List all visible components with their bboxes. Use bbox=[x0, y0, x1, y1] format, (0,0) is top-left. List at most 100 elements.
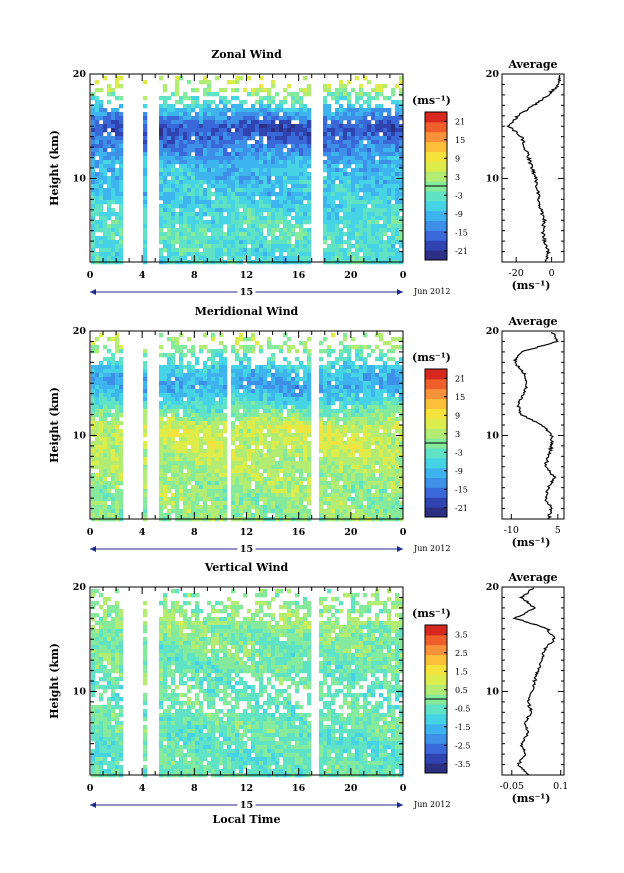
colorbar-segment bbox=[425, 190, 447, 202]
colorbar-segment bbox=[425, 230, 447, 241]
x-tick-label: 8 bbox=[191, 527, 198, 538]
colorbar-tick-label: 15 bbox=[455, 393, 465, 402]
average-profile-line bbox=[512, 331, 560, 520]
colorbar-segment bbox=[425, 121, 447, 133]
colorbar-segment bbox=[425, 418, 447, 429]
arrow-right-icon bbox=[397, 546, 403, 552]
colorbar-tick-label: -9 bbox=[455, 467, 463, 476]
average-panel: Average 10 20 -20 0(ms⁻¹) bbox=[486, 58, 565, 292]
arrow-left-icon bbox=[90, 802, 96, 808]
average-y-tick-label: 20 bbox=[486, 326, 500, 337]
colorbar-segment bbox=[425, 428, 447, 439]
x-tick-label: 8 bbox=[191, 783, 198, 794]
colorbar-segment bbox=[425, 703, 447, 715]
colorbar-segment bbox=[425, 378, 447, 390]
colorbar-segment bbox=[425, 684, 447, 695]
colorbar-tick-label: 9 bbox=[455, 154, 460, 163]
colorbar-tick-label: -1.5 bbox=[455, 723, 470, 732]
average-panel: Average 10 20 -0.05 0.1(ms⁻¹) bbox=[486, 571, 569, 805]
panel-title: Zonal Wind bbox=[211, 48, 282, 61]
colorbar-segment bbox=[425, 654, 447, 665]
x-tick-label: 20 bbox=[344, 270, 358, 281]
average-title: Average bbox=[507, 315, 557, 328]
x-tick-label: 20 bbox=[344, 783, 358, 794]
date-label: Jun 2012 bbox=[413, 287, 450, 296]
colorbar-tick-label: -21 bbox=[455, 504, 468, 513]
colorbar-tick-label: 3 bbox=[455, 173, 460, 182]
x-tick-label: 0 bbox=[87, 783, 94, 794]
colorbar-segment bbox=[425, 634, 447, 646]
colorbar-segment bbox=[425, 487, 447, 498]
y-axis-label: Height (km) bbox=[48, 643, 61, 719]
colorbar-segment bbox=[425, 467, 447, 479]
colorbar-tick-label: 0.5 bbox=[455, 686, 468, 695]
colorbar-segment bbox=[425, 131, 447, 143]
x-tick-label: 4 bbox=[139, 527, 146, 538]
colorbar-tick-label: -9 bbox=[455, 210, 463, 219]
day-label: 15 bbox=[240, 544, 253, 555]
colorbar-segment bbox=[425, 733, 447, 744]
y-tick-label: 20 bbox=[73, 69, 87, 80]
day-label: 15 bbox=[240, 287, 253, 298]
arrow-left-icon bbox=[90, 546, 96, 552]
x-tick-label: 0 bbox=[400, 270, 407, 281]
average-profile-line bbox=[506, 74, 562, 263]
colorbar-segment bbox=[425, 240, 447, 251]
arrow-left-icon bbox=[90, 289, 96, 295]
colorbar-segment bbox=[425, 220, 447, 231]
x-tick-label: 4 bbox=[139, 270, 146, 281]
x-tick-label: 12 bbox=[240, 270, 253, 281]
day-label: 15 bbox=[240, 800, 253, 811]
colorbar-segment bbox=[425, 477, 447, 488]
date-label: Jun 2012 bbox=[413, 800, 450, 809]
colorbar-tick-label: 15 bbox=[455, 136, 465, 145]
average-title: Average bbox=[507, 571, 557, 584]
colorbar-tick-label: -0.5 bbox=[455, 704, 470, 713]
colorbar-segment bbox=[425, 753, 447, 764]
colorbar-segment bbox=[425, 743, 447, 754]
average-title: Average bbox=[507, 58, 557, 71]
y-tick-label: 20 bbox=[73, 326, 87, 337]
colorbar-segment bbox=[425, 644, 447, 656]
x-tick-label: 4 bbox=[139, 783, 146, 794]
y-axis-label: Height (km) bbox=[48, 130, 61, 206]
x-tick-label: 0 bbox=[400, 527, 407, 538]
colorbar-tick-label: -2.5 bbox=[455, 741, 470, 750]
colorbar-tick-label: -15 bbox=[455, 228, 468, 237]
average-x-label: (ms⁻¹) bbox=[512, 279, 551, 292]
x-tick-label: 16 bbox=[292, 783, 306, 794]
colorbar-segment bbox=[425, 398, 447, 409]
average-y-tick-label: 10 bbox=[486, 686, 500, 697]
x-axis-label: Local Time bbox=[213, 813, 281, 826]
heatmap bbox=[91, 589, 404, 778]
colorbar-segment bbox=[425, 664, 447, 675]
x-tick-label: 0 bbox=[87, 270, 94, 281]
x-tick-label: 12 bbox=[240, 527, 253, 538]
colorbar-segment bbox=[425, 369, 447, 380]
average-y-tick-label: 20 bbox=[486, 582, 500, 593]
x-tick-label: 12 bbox=[240, 783, 253, 794]
colorbar-tick-label: 3.5 bbox=[455, 630, 468, 639]
colorbar-segment bbox=[425, 171, 447, 182]
colorbar-tick-label: -15 bbox=[455, 485, 468, 494]
panel-title: Vertical Wind bbox=[204, 561, 289, 574]
panel-1: Meridional Wind 0 4 8 12 16 20 0 10 20 Height (km)… bbox=[48, 305, 565, 555]
date-label: Jun 2012 bbox=[413, 544, 450, 553]
arrow-right-icon bbox=[397, 802, 403, 808]
colorbar-segment bbox=[425, 161, 447, 172]
y-axis-label: Height (km) bbox=[48, 387, 61, 463]
x-tick-label: 16 bbox=[292, 527, 306, 538]
y-tick-label: 20 bbox=[73, 582, 87, 593]
x-tick-label: 0 bbox=[400, 783, 407, 794]
colorbar-segment bbox=[425, 723, 447, 735]
colorbar-tick-label: 9 bbox=[455, 411, 460, 420]
average-y-tick-label: 20 bbox=[486, 69, 500, 80]
average-x-tick-label: 0 bbox=[549, 268, 555, 279]
colorbar-unit: (ms⁻¹) bbox=[412, 94, 451, 107]
average-x-tick-label: 0.1 bbox=[553, 781, 568, 792]
y-tick-label: 10 bbox=[73, 686, 87, 697]
average-x-tick-label: -10 bbox=[504, 525, 519, 536]
colorbar-tick-label: 2.5 bbox=[455, 649, 468, 658]
colorbar-tick-label: 3 bbox=[455, 430, 460, 439]
colorbar-segment bbox=[425, 200, 447, 212]
